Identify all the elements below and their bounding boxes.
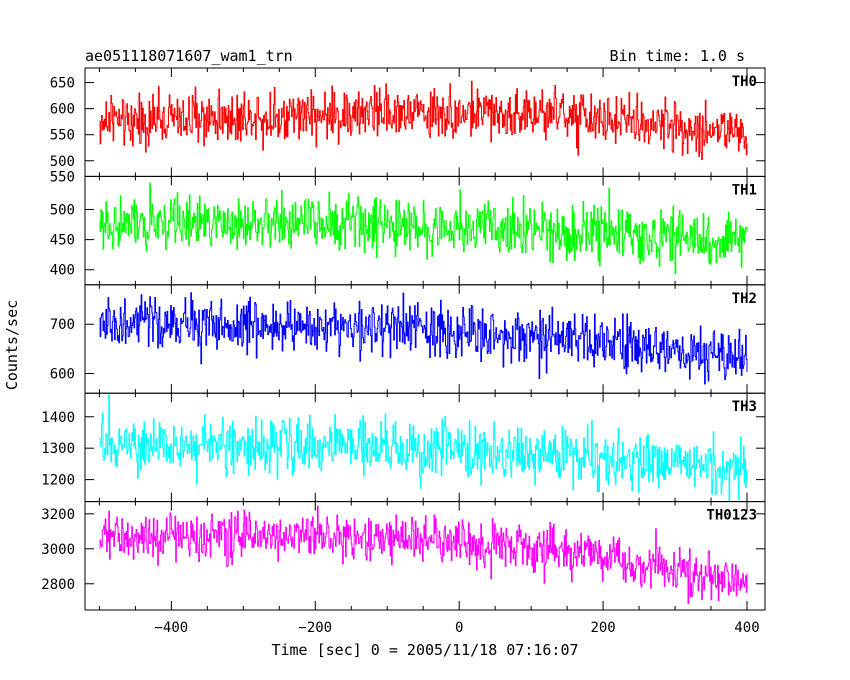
chart-title: ae051118071607_wam1_trn [85,47,293,65]
y-tick-label: 550 [50,169,75,185]
panel-th1: 500 450 400 TH1 [50,175,766,286]
y-tick-label: 500 [50,154,75,170]
y-tick-label: 600 [50,102,75,118]
y-tick-label: 700 [50,317,75,333]
panel-th2: 700 600 TH2 [50,284,766,394]
y-tick-label: 2800 [41,577,75,593]
bin-time-label: Bin time: 1.0 s [610,47,745,65]
panel-th3: 1400 1300 1200 TH3 [41,392,766,503]
panels: 650600550500550TH0500450400TH1700600TH21… [41,67,766,611]
panel-th0123: 3200 3000 2800 TH0123 [41,501,766,611]
series-th2 [99,292,748,385]
y-tick-label: 550 [50,128,75,144]
panel-label: TH3 [732,399,757,415]
x-axis-label: Time [sec] 0 = 2005/11/18 07:16:07 [271,641,578,659]
x-tick-labels: −400 −200 0 200 400 [154,620,759,636]
y-tick-label: 1400 [41,410,75,426]
panel-label: TH1 [732,182,757,198]
panel-label: TH0123 [706,508,757,524]
x-tick-label: 0 [455,620,463,636]
panel-label: TH0 [732,74,757,90]
panel-label: TH2 [732,291,757,307]
x-tick-label: −400 [154,620,188,636]
x-tick-label: 200 [590,620,615,636]
y-tick-label: 650 [50,76,75,92]
series-th0123 [99,505,748,604]
y-tick-label: 1200 [41,473,75,489]
y-axis-label: Counts/sec [3,300,21,390]
series-th3 [99,393,748,502]
y-tick-label: 450 [50,233,75,249]
y-tick-label: 600 [50,366,75,382]
x-tick-label: 400 [734,620,759,636]
y-tick-label: 400 [50,263,75,279]
panel-frame [84,501,766,611]
series-th1 [99,182,748,275]
y-tick-label: 3000 [41,542,75,558]
series-th0 [99,80,748,161]
y-tick-label: 3200 [41,507,75,523]
y-tick-label: 1300 [41,441,75,457]
x-tick-label: −200 [298,620,332,636]
y-tick-label: 500 [50,203,75,219]
